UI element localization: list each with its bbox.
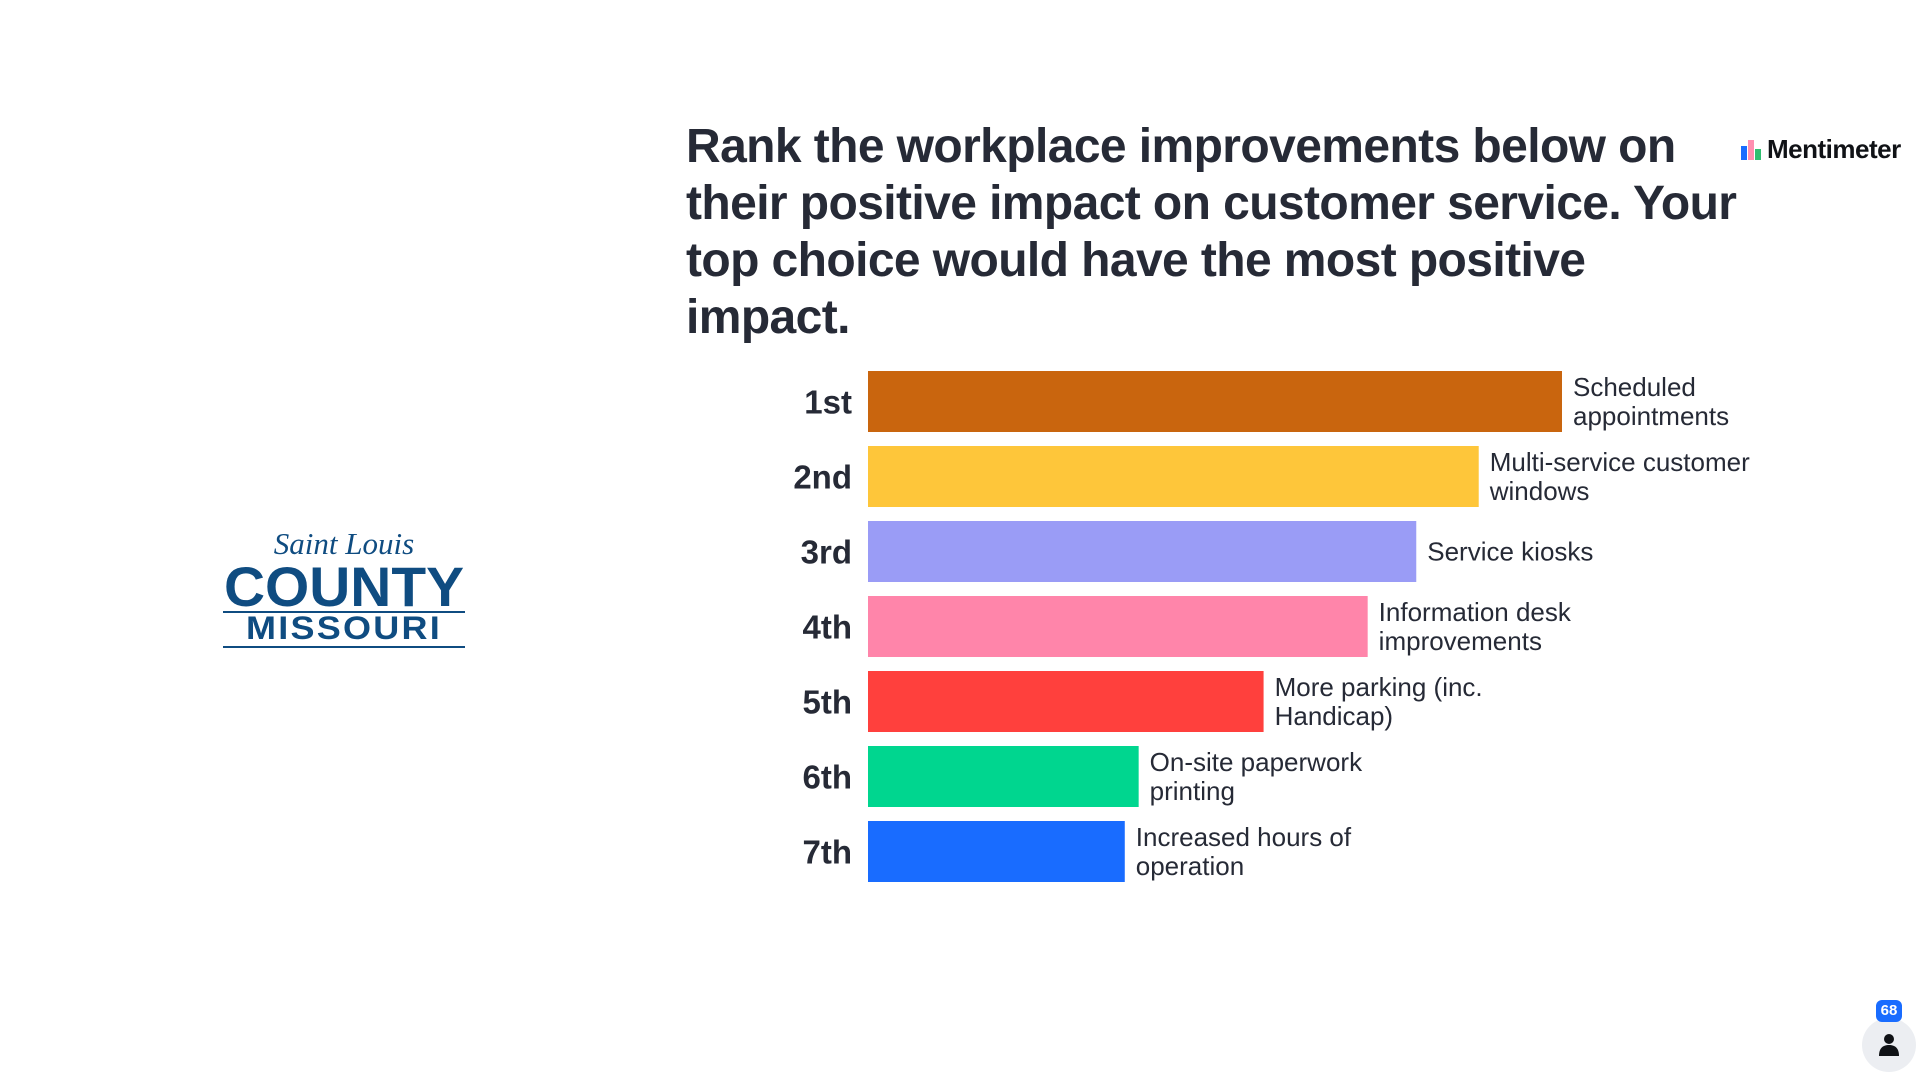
question-title: Rank the workplace improvements below on… <box>686 120 1737 344</box>
participants-button[interactable] <box>1862 1018 1916 1072</box>
participant-count-badge: 68 <box>1876 1000 1902 1022</box>
bar <box>868 821 1125 882</box>
bar <box>868 596 1368 657</box>
option-label: Scheduled appointments <box>1573 372 1729 431</box>
bar <box>868 371 1562 432</box>
bar <box>868 746 1139 807</box>
rank-label: 3rd <box>801 534 852 571</box>
mentimeter-brand: Mentimeter <box>1741 134 1901 165</box>
saint-louis-county-logo: Saint Louis COUNTY MISSOURI <box>223 526 465 648</box>
option-label: Increased hours of operation <box>1136 822 1352 881</box>
option-label: On-site paperwork printing <box>1150 747 1363 806</box>
rank-label: 6th <box>803 759 853 796</box>
logo-rule-bottom <box>223 646 465 648</box>
bar <box>868 671 1264 732</box>
bar <box>868 446 1479 507</box>
rank-label: 7th <box>803 834 853 871</box>
logo-rule-top <box>223 611 465 613</box>
rank-label: 1st <box>804 384 852 421</box>
rank-label: 5th <box>803 684 853 721</box>
logo-line-3: MISSOURI <box>246 610 442 646</box>
bar <box>868 521 1417 582</box>
option-label: More parking (inc. Handicap) <box>1275 672 1483 731</box>
logo-line-1: Saint Louis <box>274 526 414 561</box>
person-icon <box>1879 1034 1899 1056</box>
option-label: Service kiosks <box>1427 537 1593 567</box>
brand-name: Mentimeter <box>1767 134 1901 164</box>
rank-label: 2nd <box>793 459 852 496</box>
rank-label: 4th <box>803 609 853 646</box>
option-label: Multi-service customer windows <box>1489 447 1750 506</box>
mentimeter-bars-icon <box>1741 139 1761 160</box>
logo-line-2: COUNTY <box>224 555 464 618</box>
option-label: Information desk improvements <box>1379 597 1572 656</box>
